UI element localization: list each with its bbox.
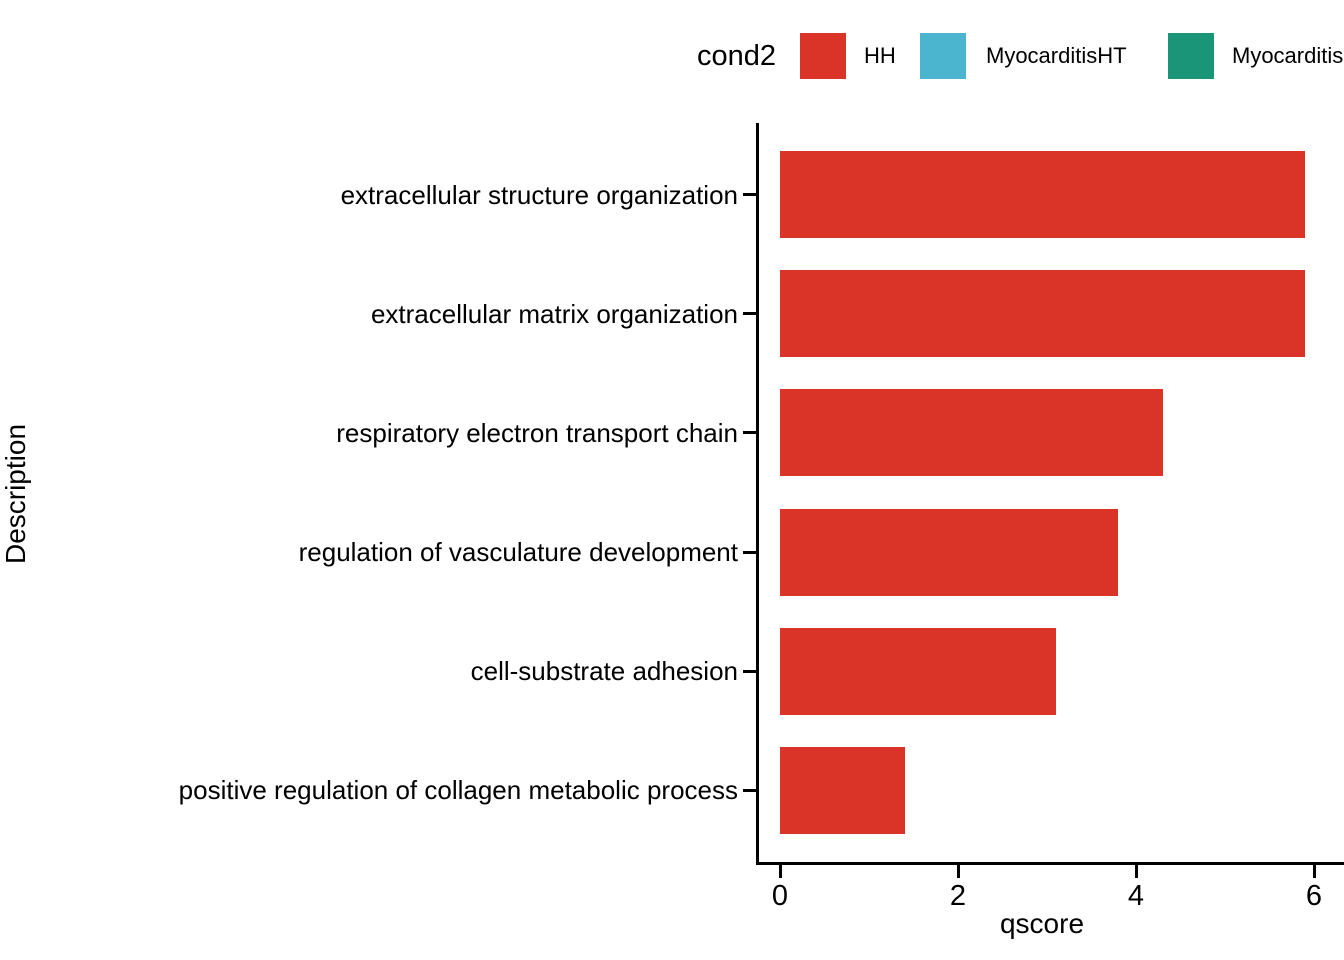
legend-label-myocarditis: Myocarditis	[1232, 43, 1344, 68]
x-axis-tick	[1134, 865, 1138, 878]
x-tick-label: 6	[1305, 880, 1323, 912]
legend-label-hh: HH	[864, 43, 896, 68]
y-axis-tick	[743, 431, 756, 435]
bar-4	[780, 508, 1118, 596]
x-axis-tick	[1312, 865, 1316, 878]
legend-key-myocarditis	[1168, 33, 1214, 79]
y-tick-label: extracellular structure organization	[340, 179, 738, 210]
bar-1	[780, 151, 1305, 239]
bar-5	[780, 627, 1056, 715]
plot-panel: 0 2 4 6	[743, 123, 1344, 912]
legend: cond2 HH MyocarditisHT Myocarditis	[0, 0, 1344, 110]
bar-2	[780, 270, 1305, 358]
bar-6	[780, 746, 905, 834]
legend-key-hh	[800, 33, 846, 79]
y-axis-tick	[743, 193, 756, 197]
y-tick-label: respiratory electron transport chain	[336, 417, 738, 448]
x-axis-tick	[956, 865, 960, 878]
y-tick-label: extracellular matrix organization	[370, 298, 738, 329]
x-axis-title: qscore	[999, 908, 1085, 939]
y-axis-tick	[743, 550, 756, 554]
legend-label-myocarditisht: MyocarditisHT	[986, 43, 1127, 68]
legend-key-myocarditisht	[920, 33, 966, 79]
y-tick-label: cell-substrate adhesion	[470, 656, 738, 687]
x-axis-line	[756, 862, 1344, 865]
x-axis-tick	[778, 865, 782, 878]
x-tick-label: 4	[1127, 880, 1145, 912]
x-tick-label: 2	[949, 880, 967, 912]
bar-3	[780, 389, 1163, 477]
y-axis-tick	[743, 669, 756, 673]
y-tick-label: regulation of vasculature development	[298, 537, 738, 568]
y-axis-line	[756, 123, 759, 865]
y-axis-tick	[743, 788, 756, 792]
x-tick-label: 0	[771, 880, 789, 912]
legend-title: cond2	[697, 40, 777, 72]
y-axis-tick	[743, 312, 756, 316]
y-tick-label: positive regulation of collagen metaboli…	[178, 775, 738, 806]
